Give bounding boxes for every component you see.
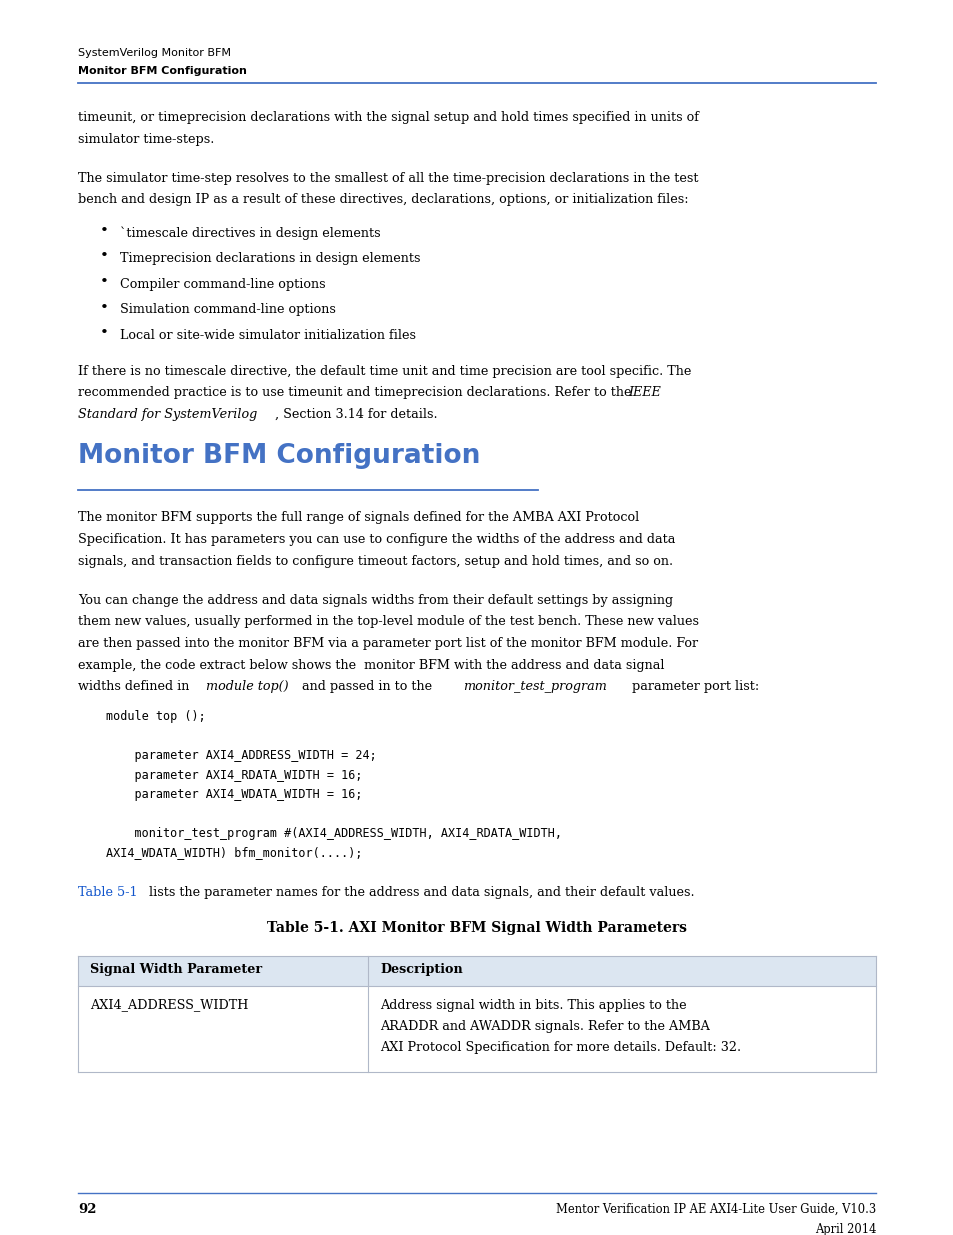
Text: and passed in to the: and passed in to the [297, 680, 436, 693]
Text: Monitor BFM Configuration: Monitor BFM Configuration [78, 442, 480, 468]
Text: Monitor BFM Configuration: Monitor BFM Configuration [78, 65, 247, 75]
Text: Standard for SystemVerilog: Standard for SystemVerilog [78, 408, 257, 420]
Text: AXI4_WDATA_WIDTH) bfm_monitor(....);: AXI4_WDATA_WIDTH) bfm_monitor(....); [106, 846, 362, 860]
Text: Mentor Verification IP AE AXI4-Lite User Guide, V10.3: Mentor Verification IP AE AXI4-Lite User… [556, 1203, 875, 1216]
Text: If there is no timescale directive, the default time unit and time precision are: If there is no timescale directive, the … [78, 364, 691, 378]
Text: SystemVerilog Monitor BFM: SystemVerilog Monitor BFM [78, 48, 231, 58]
Text: Local or site-wide simulator initialization files: Local or site-wide simulator initializat… [120, 329, 416, 342]
Text: IEEE: IEEE [627, 387, 660, 399]
Text: Simulation command-line options: Simulation command-line options [120, 304, 335, 316]
Text: Table 5-1: Table 5-1 [78, 885, 137, 899]
Text: module top(): module top() [206, 680, 289, 693]
Text: `timescale directives in design elements: `timescale directives in design elements [120, 227, 380, 241]
Text: Timeprecision declarations in design elements: Timeprecision declarations in design ele… [120, 252, 420, 266]
Text: monitor_test_program: monitor_test_program [462, 680, 606, 693]
Text: monitor_test_program #(AXI4_ADDRESS_WIDTH, AXI4_RDATA_WIDTH,: monitor_test_program #(AXI4_ADDRESS_WIDT… [106, 827, 561, 840]
Text: AXI4_ADDRESS_WIDTH: AXI4_ADDRESS_WIDTH [90, 999, 248, 1011]
Text: Compiler command-line options: Compiler command-line options [120, 278, 325, 291]
Text: parameter AXI4_ADDRESS_WIDTH = 24;: parameter AXI4_ADDRESS_WIDTH = 24; [106, 748, 376, 762]
Text: Signal Width Parameter: Signal Width Parameter [90, 963, 262, 976]
Text: •: • [100, 249, 109, 263]
Text: bench and design IP as a result of these directives, declarations, options, or i: bench and design IP as a result of these… [78, 194, 688, 206]
Text: ARADDR and AWADDR signals. Refer to the AMBA: ARADDR and AWADDR signals. Refer to the … [379, 1020, 709, 1032]
Text: The monitor BFM supports the full range of signals defined for the AMBA AXI Prot: The monitor BFM supports the full range … [78, 511, 639, 525]
Text: Address signal width in bits. This applies to the: Address signal width in bits. This appli… [379, 999, 686, 1011]
Text: are then passed into the monitor BFM via a parameter port list of the monitor BF: are then passed into the monitor BFM via… [78, 637, 698, 650]
FancyBboxPatch shape [78, 956, 875, 986]
Text: •: • [100, 224, 109, 238]
Text: 92: 92 [78, 1203, 96, 1216]
Text: •: • [100, 326, 109, 340]
Text: timeunit, or timeprecision declarations with the signal setup and hold times spe: timeunit, or timeprecision declarations … [78, 111, 699, 124]
Text: recommended practice is to use timeunit and timeprecision declarations. Refer to: recommended practice is to use timeunit … [78, 387, 635, 399]
Text: them new values, usually performed in the top-level module of the test bench. Th: them new values, usually performed in th… [78, 615, 699, 629]
Text: parameter port list:: parameter port list: [627, 680, 759, 693]
Text: parameter AXI4_WDATA_WIDTH = 16;: parameter AXI4_WDATA_WIDTH = 16; [106, 788, 362, 802]
Text: simulator time-steps.: simulator time-steps. [78, 132, 214, 146]
Text: example, the code extract below shows the  monitor BFM with the address and data: example, the code extract below shows th… [78, 658, 664, 672]
Text: AXI Protocol Specification for more details. Default: 32.: AXI Protocol Specification for more deta… [379, 1041, 740, 1055]
Text: , Section 3.14 for details.: , Section 3.14 for details. [274, 408, 437, 420]
Text: parameter AXI4_RDATA_WIDTH = 16;: parameter AXI4_RDATA_WIDTH = 16; [106, 768, 362, 782]
Text: signals, and transaction fields to configure timeout factors, setup and hold tim: signals, and transaction fields to confi… [78, 555, 673, 568]
Text: lists the parameter names for the address and data signals, and their default va: lists the parameter names for the addres… [145, 885, 694, 899]
Text: Table 5-1. AXI Monitor BFM Signal Width Parameters: Table 5-1. AXI Monitor BFM Signal Width … [267, 921, 686, 935]
Text: widths defined in: widths defined in [78, 680, 193, 693]
Text: Specification. It has parameters you can use to configure the widths of the addr: Specification. It has parameters you can… [78, 534, 675, 546]
Text: April 2014: April 2014 [814, 1223, 875, 1235]
Text: You can change the address and data signals widths from their default settings b: You can change the address and data sign… [78, 594, 673, 606]
Text: •: • [100, 275, 109, 289]
Text: •: • [100, 300, 109, 315]
Text: Description: Description [379, 963, 462, 976]
Text: The simulator time-step resolves to the smallest of all the time-precision decla: The simulator time-step resolves to the … [78, 172, 698, 185]
Text: module top ();: module top (); [106, 710, 206, 722]
